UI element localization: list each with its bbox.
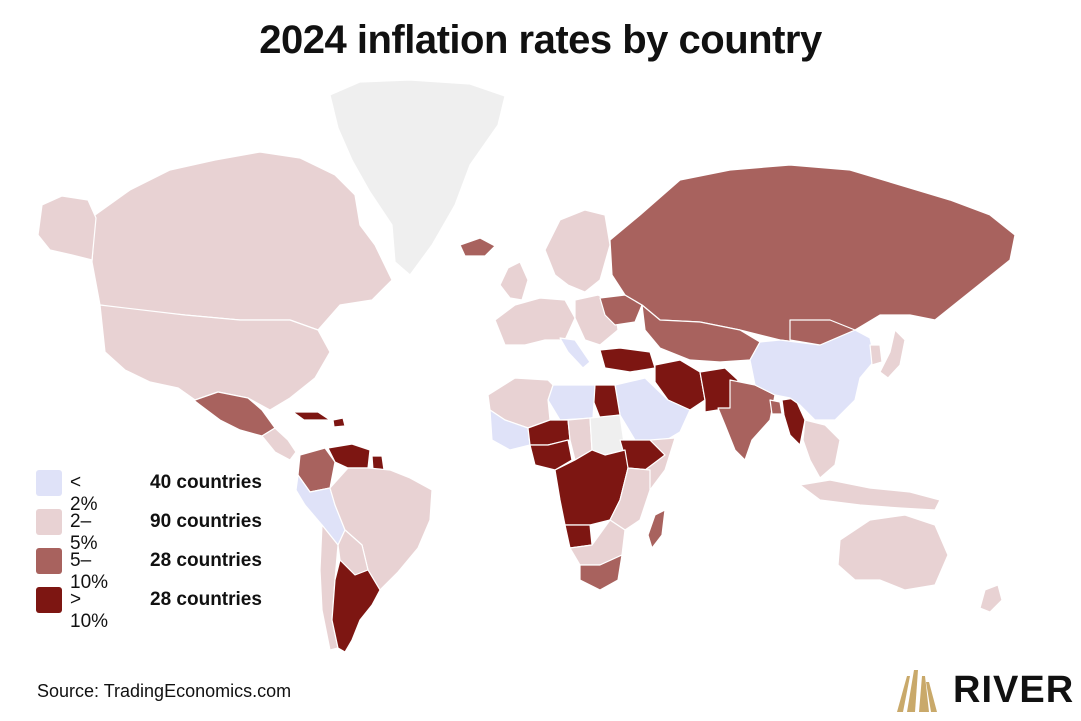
country-argentina	[331, 559, 381, 653]
legend-count: 28 countries	[150, 550, 262, 571]
country-bangladesh	[769, 399, 783, 415]
country-korea	[869, 344, 883, 366]
country-madagascar	[647, 509, 666, 549]
country-nigeria	[529, 439, 573, 471]
country-russia	[609, 164, 1016, 346]
river-logo-mountain-icon	[897, 670, 937, 712]
legend-swatch	[36, 470, 62, 496]
country-canada	[91, 151, 393, 331]
country-united-states	[99, 304, 331, 411]
chart-title: 2024 inflation rates by country	[259, 18, 822, 62]
world-map	[37, 79, 1016, 653]
legend-swatch	[36, 587, 62, 613]
country-new-zealand	[979, 584, 1003, 613]
legend-count: 40 countries	[150, 472, 262, 493]
country-egypt	[592, 384, 621, 419]
country-iceland	[459, 237, 496, 257]
country-haiti	[332, 417, 346, 428]
country-norway-sweden-and-finland	[544, 209, 611, 293]
country-saudi-arabia-and-gulf	[614, 377, 691, 446]
country-australia	[837, 514, 949, 591]
country-mongolia	[789, 319, 856, 346]
country-turkey	[599, 347, 656, 373]
country-italy	[559, 337, 591, 369]
country-western-europe	[494, 297, 576, 346]
legend-swatch	[36, 509, 62, 535]
legend-count: 90 countries	[150, 511, 262, 532]
country-greenland	[329, 79, 506, 276]
country-alaska	[37, 195, 97, 261]
legend-count: 28 countries	[150, 589, 262, 610]
source-note: Source: TradingEconomics.com	[37, 681, 292, 701]
country-angola	[564, 524, 593, 549]
brand-name: RIVER	[953, 669, 1075, 711]
legend-range: 2–5%	[70, 511, 98, 554]
country-china	[749, 329, 876, 421]
legend-range: < 2%	[70, 472, 98, 515]
brand-logo: RIVER	[893, 666, 1075, 716]
legend-range: 5–10%	[70, 550, 109, 593]
country-iran	[654, 359, 706, 411]
country-cuba	[292, 411, 331, 421]
country-brazil	[329, 467, 433, 591]
country-southeast-asia	[802, 419, 841, 479]
country-sudan	[589, 414, 626, 456]
country-central-america	[261, 427, 297, 461]
country-libya	[547, 384, 596, 421]
country-japan	[879, 329, 906, 379]
country-south-africa	[579, 554, 623, 591]
legend-range: > 10%	[70, 589, 109, 632]
country-united-kingdom-and-ireland	[499, 261, 529, 301]
country-indonesia	[799, 479, 941, 511]
legend-swatch	[36, 548, 62, 574]
country-suriname	[371, 455, 385, 471]
